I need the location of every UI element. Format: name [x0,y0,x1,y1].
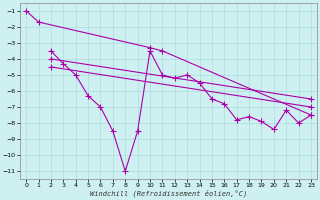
X-axis label: Windchill (Refroidissement éolien,°C): Windchill (Refroidissement éolien,°C) [90,190,247,197]
